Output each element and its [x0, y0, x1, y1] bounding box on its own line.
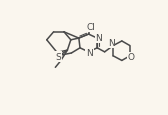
- Text: O: O: [127, 53, 134, 62]
- Text: N: N: [108, 39, 115, 48]
- Text: Cl: Cl: [86, 23, 95, 32]
- Text: N: N: [86, 49, 93, 58]
- Text: S: S: [56, 52, 61, 61]
- Text: N: N: [96, 33, 102, 42]
